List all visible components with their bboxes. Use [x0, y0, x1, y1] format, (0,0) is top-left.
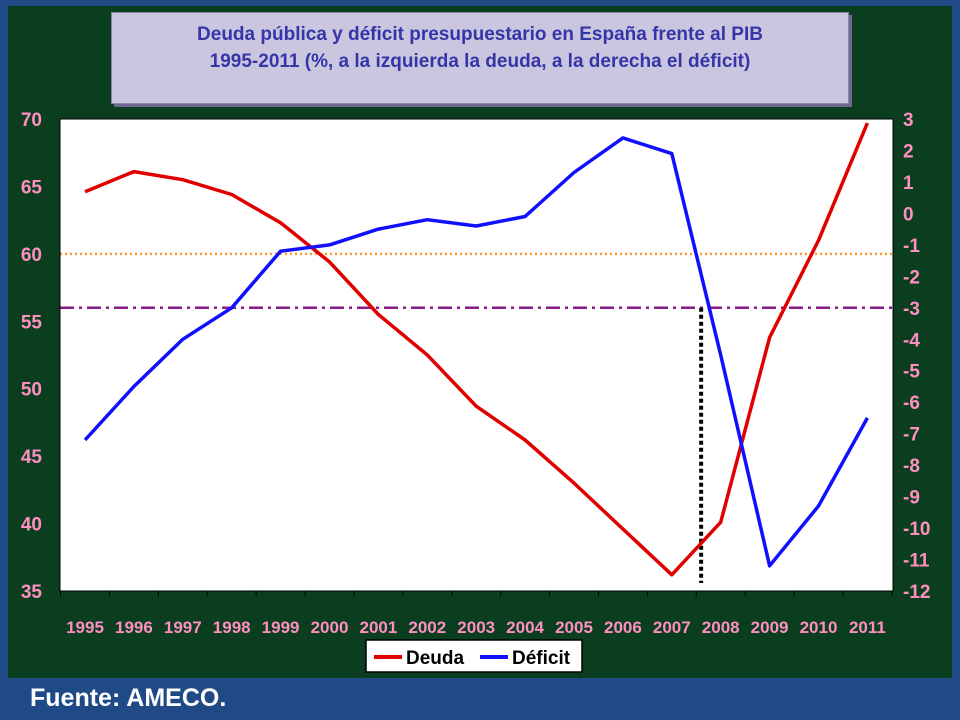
x-tick-label: 1998	[213, 618, 251, 637]
plot-border	[59, 118, 894, 592]
chart-title-line1: Deuda pública y déficit presupuestario e…	[197, 24, 763, 45]
left-axis-ticks: 70 65 60 55 50 45 40 35	[21, 110, 43, 603]
chart-title-box: Deuda pública y déficit presupuestario e…	[111, 12, 849, 104]
right-tick-label: -3	[903, 299, 920, 320]
x-tick-label: 2010	[800, 618, 838, 637]
legend-label-deficit: Déficit	[512, 648, 571, 669]
right-tick-label: -4	[903, 330, 920, 351]
right-tick-label: -6	[903, 393, 920, 414]
x-tick-label: 2000	[311, 618, 349, 637]
source-note: Fuente: AMECO.	[30, 684, 227, 712]
right-tick-label: 2	[903, 141, 914, 162]
right-tick-label: -10	[903, 519, 930, 540]
series-lines	[83, 122, 870, 577]
x-tick-label: 1995	[66, 618, 104, 637]
x-tick-label: 2011	[849, 618, 886, 637]
right-tick-label: -1	[903, 236, 920, 257]
x-axis-labels: 1995 1996 1997 1998 1999 2000 2001 2002 2003 2004…	[66, 618, 886, 637]
left-tick-label: 50	[21, 380, 42, 401]
left-tick-label: 70	[21, 110, 42, 131]
x-tick-label: 2003	[457, 618, 495, 637]
right-tick-label: -5	[903, 362, 920, 383]
x-tick-label: 2007	[653, 618, 691, 637]
left-tick-label: 65	[21, 177, 43, 198]
legend-label-deuda: Deuda	[406, 648, 465, 669]
right-tick-label: -8	[903, 456, 920, 477]
left-tick-label: 60	[21, 245, 42, 266]
x-tick-label: 1996	[115, 618, 153, 637]
chart-title-line2: 1995-2011 (%, a la izquierda la deuda, a…	[209, 51, 751, 72]
x-tick-label: 1999	[262, 618, 300, 637]
right-tick-label: 3	[903, 110, 914, 131]
right-tick-label: -11	[903, 551, 930, 572]
x-axis-tick-marks	[60, 591, 893, 596]
right-tick-label: -12	[903, 582, 930, 603]
x-tick-label: 2004	[506, 618, 544, 637]
left-tick-label: 45	[21, 447, 43, 468]
x-tick-label: 2009	[751, 618, 789, 637]
x-tick-label: 1997	[164, 618, 202, 637]
left-tick-label: 35	[21, 582, 43, 603]
left-tick-label: 40	[21, 515, 42, 536]
x-tick-label: 2006	[604, 618, 642, 637]
right-tick-label: -7	[903, 425, 920, 446]
x-tick-label: 2001	[359, 618, 397, 637]
legend: Deuda Déficit	[365, 639, 583, 673]
x-tick-label: 2005	[555, 618, 593, 637]
right-tick-label: -2	[903, 267, 920, 288]
series-line-dficit	[83, 136, 869, 568]
reference-lines	[60, 252, 893, 583]
right-tick-label: 1	[903, 173, 914, 194]
x-tick-label: 2002	[408, 618, 446, 637]
right-axis-ticks: 3 2 1 0 -1 -2 -3 -4 -5 -6 -7 -8 -9 -10 -11 -12	[903, 110, 930, 603]
plot-area	[60, 119, 893, 591]
right-tick-label: 0	[903, 204, 914, 225]
series-line-deuda	[84, 122, 870, 577]
x-tick-label: 2008	[702, 618, 740, 637]
right-tick-label: -9	[903, 488, 920, 509]
left-tick-label: 55	[21, 312, 43, 333]
